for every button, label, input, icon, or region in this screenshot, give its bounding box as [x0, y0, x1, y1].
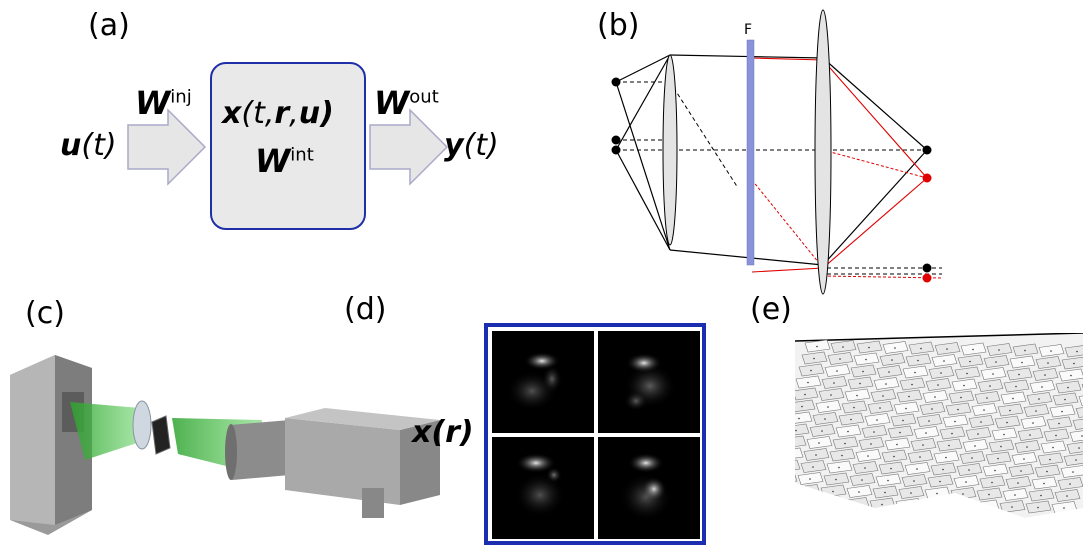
panel-a-arrows	[127, 108, 449, 186]
panel-label-c: (c)	[25, 296, 65, 331]
micromirror	[795, 447, 804, 459]
speckle-image	[492, 437, 594, 539]
micromirror	[1075, 407, 1083, 418]
micromirror	[795, 411, 813, 424]
optics-ray-diagram	[611, 9, 943, 295]
setup-lens	[132, 400, 152, 450]
state-vector: x(t,r,u)	[222, 96, 334, 131]
ray-solid	[615, 81, 671, 251]
ray-solid	[615, 54, 671, 83]
micromirror	[1063, 453, 1083, 466]
panel-label-d: (d)	[344, 292, 387, 327]
ray-solid	[615, 149, 671, 251]
output-arrow	[369, 108, 449, 186]
image-point	[922, 145, 932, 155]
micromirror	[1060, 465, 1083, 478]
micromirror	[1066, 442, 1083, 454]
speckle-image	[492, 331, 594, 433]
source-point	[611, 145, 621, 155]
source-point	[611, 135, 621, 145]
output-signal: y(t)	[444, 128, 499, 163]
reservoir-state-box	[210, 62, 366, 230]
speckle-image	[598, 437, 700, 539]
micromirror	[795, 387, 819, 401]
micromirror	[795, 459, 801, 470]
ray-solid	[822, 149, 928, 266]
injection-weight: Winj	[135, 84, 192, 122]
ray-red-dashed	[751, 179, 824, 269]
micromirror-array-photo	[795, 333, 1083, 548]
ray-solid	[669, 54, 824, 59]
ray-solid	[669, 249, 824, 266]
micromirror	[1061, 356, 1083, 370]
micromirror	[1072, 418, 1083, 430]
filter-plate	[746, 39, 755, 266]
ray-red-dashed	[822, 149, 928, 179]
image-point-red	[922, 173, 932, 183]
camera	[225, 408, 440, 518]
internal-weight: Wint	[255, 142, 314, 180]
panel-label-a: (a)	[88, 8, 130, 43]
micromirror	[795, 423, 810, 436]
injection-arrow	[127, 108, 207, 186]
speckle-image	[598, 331, 700, 433]
ray-solid	[615, 54, 671, 151]
panel-label-b: (b)	[597, 8, 640, 43]
image-point-red	[922, 273, 932, 283]
micromirror	[1069, 430, 1083, 442]
speckle-state-label: x(r)	[412, 415, 474, 450]
micromirror	[795, 435, 807, 447]
ray-red	[751, 177, 928, 273]
ray-red	[751, 57, 928, 179]
micromirror	[795, 399, 816, 413]
ray-solid	[822, 57, 928, 151]
speckle-images-frame	[484, 323, 706, 545]
setup-plate	[151, 415, 171, 455]
image-point	[922, 263, 932, 273]
lens-2	[814, 9, 832, 295]
green-beam	[70, 402, 140, 460]
lens-1	[662, 54, 678, 246]
output-weight: Wout	[374, 84, 439, 122]
ray-dashed	[669, 81, 739, 189]
input-signal: u(t)	[60, 128, 117, 163]
laser-source-box	[10, 355, 92, 535]
micromirror	[795, 474, 798, 482]
panel-label-e: (e)	[750, 292, 792, 327]
micromirror	[1078, 395, 1083, 406]
micromirror	[1064, 345, 1083, 358]
source-point	[611, 77, 621, 87]
experimental-setup-render	[10, 355, 440, 535]
filter-label: F	[744, 22, 753, 38]
